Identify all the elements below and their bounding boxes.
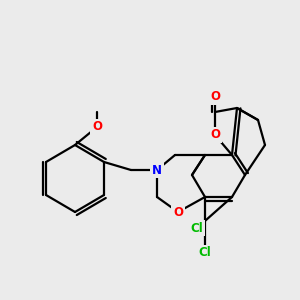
Text: O: O [92, 121, 102, 134]
Text: Cl: Cl [199, 247, 212, 260]
Text: N: N [152, 164, 162, 176]
Text: O: O [210, 128, 220, 142]
Text: O: O [173, 206, 183, 218]
Text: Cl: Cl [190, 221, 203, 235]
Text: O: O [210, 91, 220, 103]
